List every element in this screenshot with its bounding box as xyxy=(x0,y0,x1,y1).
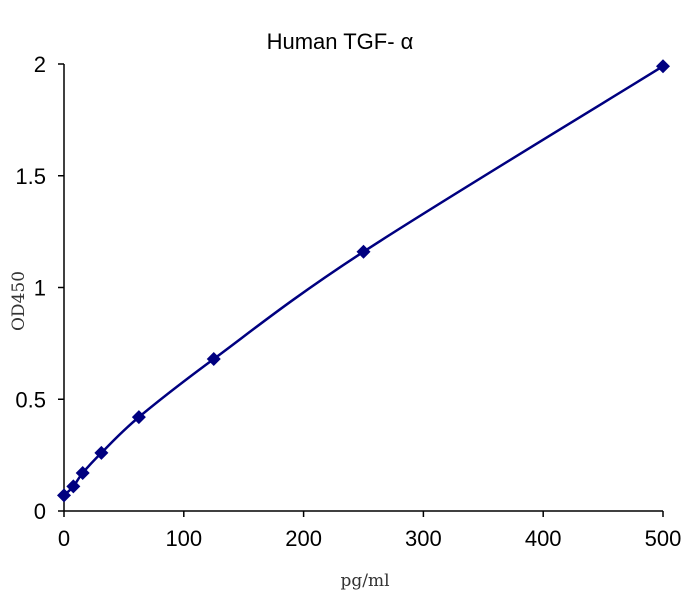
y-tick-label: 1 xyxy=(34,276,46,301)
y-tick-label: 0.5 xyxy=(15,387,46,412)
data-point xyxy=(75,466,90,481)
data-point xyxy=(94,445,109,460)
data-point xyxy=(66,479,81,494)
y-tick-label: 1.5 xyxy=(15,164,46,189)
x-axis-label: pg/ml xyxy=(340,571,389,591)
y-tick-label: 2 xyxy=(34,52,46,77)
data-point xyxy=(656,59,670,74)
x-tick-label: 500 xyxy=(645,526,682,551)
data-point xyxy=(57,488,71,503)
x-tick-label: 200 xyxy=(285,526,322,551)
ticks xyxy=(58,63,664,517)
data-point xyxy=(356,244,371,259)
data-point xyxy=(131,410,146,425)
y-tick-label: 0 xyxy=(34,499,46,524)
x-tick-label: 0 xyxy=(58,526,70,551)
tick-labels: 0 0.5 1 1.5 2 0 100 200 300 400 500 xyxy=(15,52,681,551)
chart-title: Human TGF- α xyxy=(267,29,414,54)
data-point xyxy=(206,352,221,367)
fit-curve xyxy=(63,65,664,497)
x-tick-label: 100 xyxy=(165,526,202,551)
x-tick-label: 300 xyxy=(405,526,442,551)
data-points xyxy=(57,59,670,503)
x-tick-label: 400 xyxy=(525,526,562,551)
y-axis-label: OD450 xyxy=(9,271,29,331)
axes xyxy=(63,64,663,512)
